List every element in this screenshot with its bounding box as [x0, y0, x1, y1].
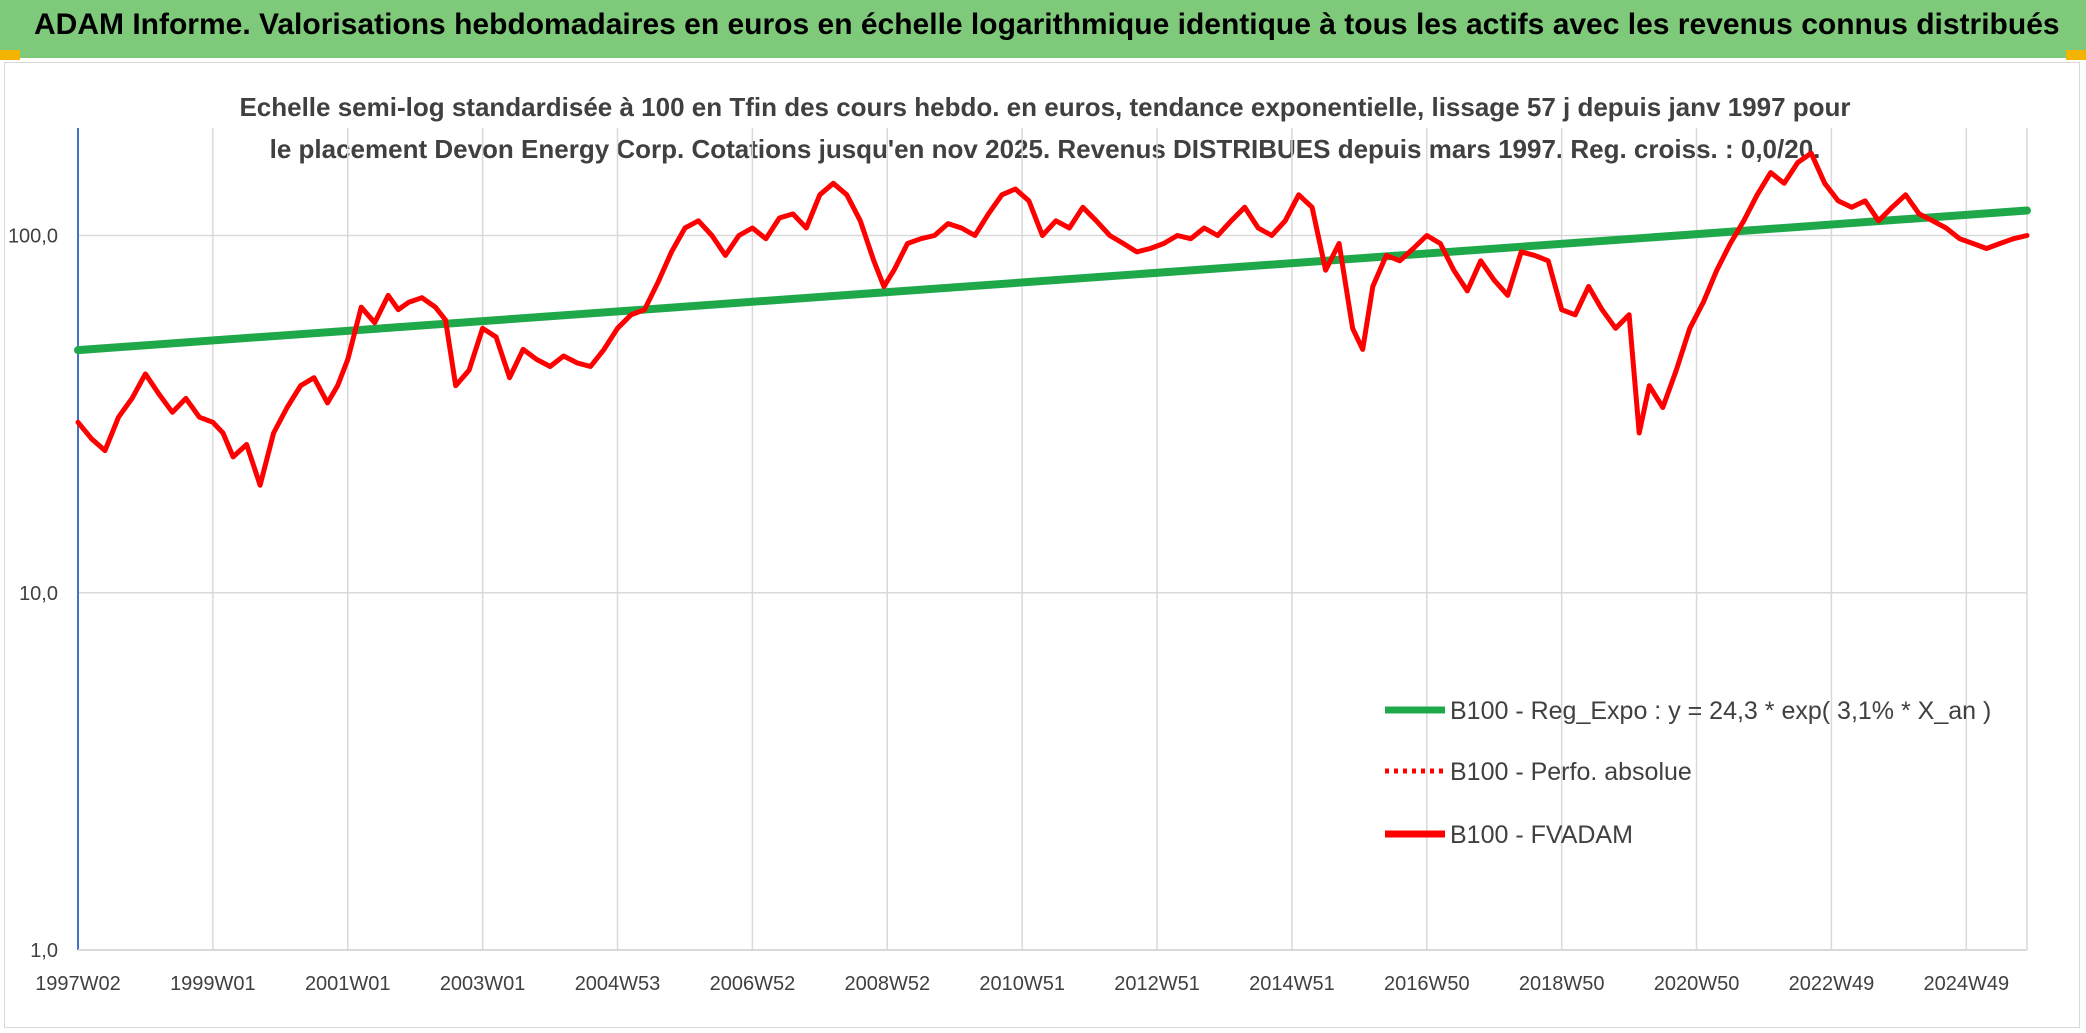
- corner-mark-top-right: [2066, 50, 2086, 60]
- x-tick-label: 2024W49: [1923, 973, 2009, 995]
- x-tick-label: 2014W51: [1249, 973, 1335, 995]
- x-tick-label: 2022W49: [1789, 973, 1875, 995]
- y-tick-label: 100,0: [8, 226, 58, 248]
- x-tick-label: 2001W01: [305, 973, 391, 995]
- x-tick-label: 2004W53: [575, 973, 661, 995]
- y-tick-label: 1,0: [30, 940, 58, 962]
- x-tick-label: 2006W52: [710, 973, 796, 995]
- axes: [77, 128, 2027, 951]
- x-tick-label: 2010W51: [979, 973, 1065, 995]
- regression-line: [74, 206, 2031, 355]
- fvadam-line: [75, 150, 2030, 488]
- x-tick-label: 2003W01: [440, 973, 526, 995]
- x-tick-label: 2016W50: [1384, 973, 1470, 995]
- x-tick-label: 2012W51: [1114, 973, 1200, 995]
- y-tick-label: 10,0: [19, 583, 58, 605]
- report-banner: ADAM Informe. Valorisations hebdomadaire…: [0, 0, 2086, 58]
- y-tick-labels: 1,0 10,0 100,0: [8, 226, 58, 962]
- chart-frame: [4, 62, 2080, 1028]
- report-title: ADAM Informe. Valorisations hebdomadaire…: [34, 8, 2060, 41]
- x-tick-label: 2018W50: [1519, 973, 1605, 995]
- x-tick-label: 2008W52: [844, 973, 930, 995]
- x-tick-labels: 1997W02 1999W01 2001W01 2003W01 2004W53 2006W…: [35, 973, 2009, 995]
- x-tick-label: 2020W50: [1654, 973, 1740, 995]
- x-tick-label: 1999W01: [170, 973, 256, 995]
- perfo-absolue-legend-label: B100 - Perfo. absolue: [1450, 758, 1692, 786]
- series-lines: [74, 150, 2031, 488]
- fvadam-legend-label: B100 - FVADAM: [1450, 821, 1633, 849]
- x-tick-label: 1997W02: [35, 973, 121, 995]
- regression-legend-label: B100 - Reg_Expo : y = 24,3 * exp( 3,1% *…: [1450, 697, 1991, 725]
- corner-mark-top-left: [0, 50, 20, 60]
- grid-lines: [77, 128, 2028, 951]
- legend: B100 - Reg_Expo : y = 24,3 * exp( 3,1% *…: [1385, 697, 1991, 849]
